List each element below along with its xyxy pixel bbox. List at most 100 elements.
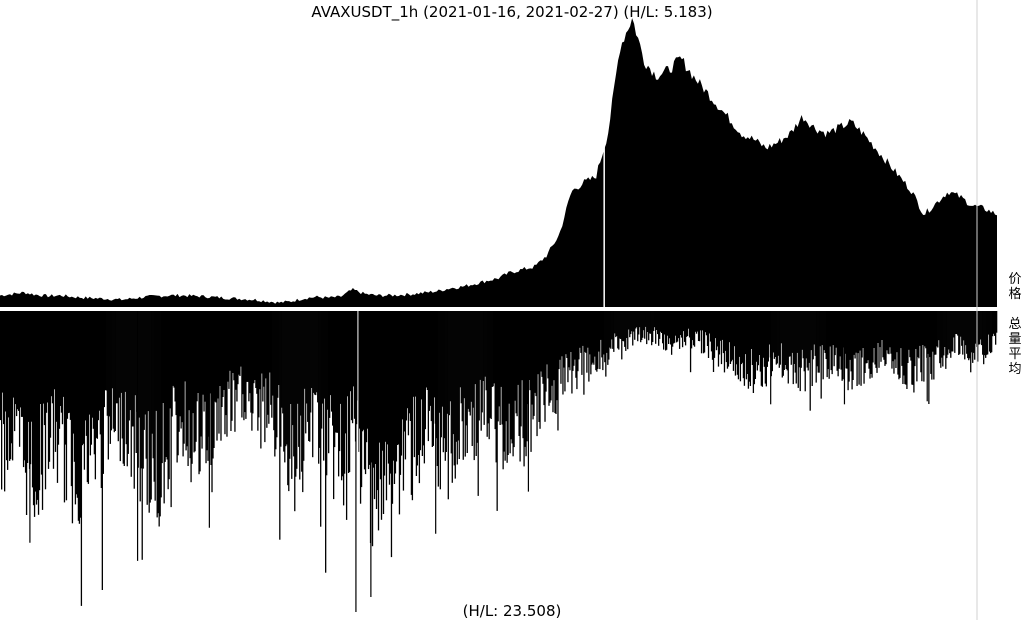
volume-bar <box>304 311 306 389</box>
volume-bar <box>850 311 852 372</box>
volume-bar <box>670 311 673 355</box>
volume-bar <box>277 311 279 398</box>
volume-bar <box>610 311 612 349</box>
volume-bar <box>224 311 226 435</box>
volume-bar <box>872 311 874 363</box>
volume-bar <box>905 311 907 385</box>
volume-bar <box>505 311 507 422</box>
volume-bar <box>210 311 212 465</box>
volume-bar <box>415 311 418 476</box>
volume-bar <box>556 311 558 401</box>
volume-bar <box>959 311 961 354</box>
volume-bar <box>134 311 136 396</box>
volume-bar <box>508 311 510 404</box>
volume-bar <box>262 311 264 402</box>
volume-bar <box>957 311 959 336</box>
volume-bar <box>680 311 683 338</box>
volume-bar <box>36 311 39 500</box>
volume-bar <box>768 311 770 345</box>
volume-bar <box>696 311 699 332</box>
volume-bar <box>299 311 301 480</box>
volume-bar <box>762 311 765 358</box>
volume-bar <box>750 311 753 349</box>
volume-bar <box>418 311 421 484</box>
volume-bar <box>135 311 137 453</box>
volume-bar <box>776 311 778 364</box>
volume-bar <box>74 311 77 505</box>
volume-bar <box>878 311 880 368</box>
volume-bar <box>886 311 888 351</box>
volume-bar <box>129 311 131 411</box>
volume-bar <box>403 311 406 432</box>
volume-bar <box>630 311 632 335</box>
volume-bar <box>778 311 780 368</box>
volume-bar <box>743 311 746 386</box>
volume-bar <box>598 311 600 352</box>
volume-bar <box>990 311 992 354</box>
volume-bar <box>169 311 171 409</box>
volume-bar <box>205 311 207 464</box>
volume-bar <box>0 311 2 421</box>
volume-bar <box>547 311 549 379</box>
volume-bar <box>33 311 36 517</box>
volume-bar <box>796 311 798 353</box>
volume-bar <box>196 311 198 402</box>
volume-bar <box>995 311 997 345</box>
volume-bar <box>841 311 843 381</box>
volume-bar <box>435 311 437 439</box>
volume-bar <box>192 311 194 414</box>
volume-bar <box>868 311 870 369</box>
volume-bar <box>81 311 84 446</box>
volume-bar <box>25 311 28 515</box>
volume-bar <box>85 311 88 436</box>
volume-bar <box>897 311 899 375</box>
volume-bar <box>301 311 303 472</box>
volume-bar <box>128 311 130 421</box>
volume-bar <box>935 311 937 355</box>
volume-bar <box>635 311 637 329</box>
volume-bar <box>286 311 288 445</box>
volume-bar <box>535 311 537 397</box>
volume-bar <box>833 311 835 367</box>
volume-bar <box>913 311 915 393</box>
volume-bar <box>513 311 515 448</box>
volume-bar <box>377 311 380 531</box>
volume-bar <box>991 311 993 353</box>
volume-bar <box>405 311 408 421</box>
volume-bar <box>967 311 969 359</box>
volume-bar <box>227 311 229 382</box>
volume-bar <box>845 311 847 369</box>
volume-bar <box>450 311 452 454</box>
volume-bar <box>48 311 51 462</box>
volume-bar <box>166 311 168 460</box>
volume-bar <box>178 311 180 432</box>
volume-bar <box>756 311 759 371</box>
volume-bar <box>380 311 383 520</box>
volume-bar <box>219 311 221 386</box>
volume-bar <box>874 311 876 365</box>
volume-bar <box>439 311 441 490</box>
volume-bar <box>916 311 918 382</box>
volume-bar <box>798 311 800 368</box>
volume-bar <box>441 311 443 407</box>
volume-bar <box>183 311 185 444</box>
volume-bar <box>400 311 403 456</box>
volume-bar <box>969 311 971 359</box>
volume-bar <box>272 311 274 396</box>
volume-bar <box>722 311 725 354</box>
volume-bar <box>818 311 820 373</box>
volume-bar <box>163 311 165 504</box>
volume-bar <box>557 311 559 431</box>
volume-bar <box>554 311 556 413</box>
volume-bar <box>142 311 144 469</box>
volume-bar <box>452 311 454 435</box>
volume-bar <box>488 311 490 440</box>
volume-bar <box>803 311 805 372</box>
volume-bar <box>545 311 547 392</box>
volume-bar <box>928 311 930 404</box>
volume-bar <box>889 311 891 348</box>
volume-bar <box>311 311 313 388</box>
volume-bar <box>156 311 158 518</box>
volume-bar <box>931 311 933 380</box>
volume-bar <box>518 311 520 436</box>
